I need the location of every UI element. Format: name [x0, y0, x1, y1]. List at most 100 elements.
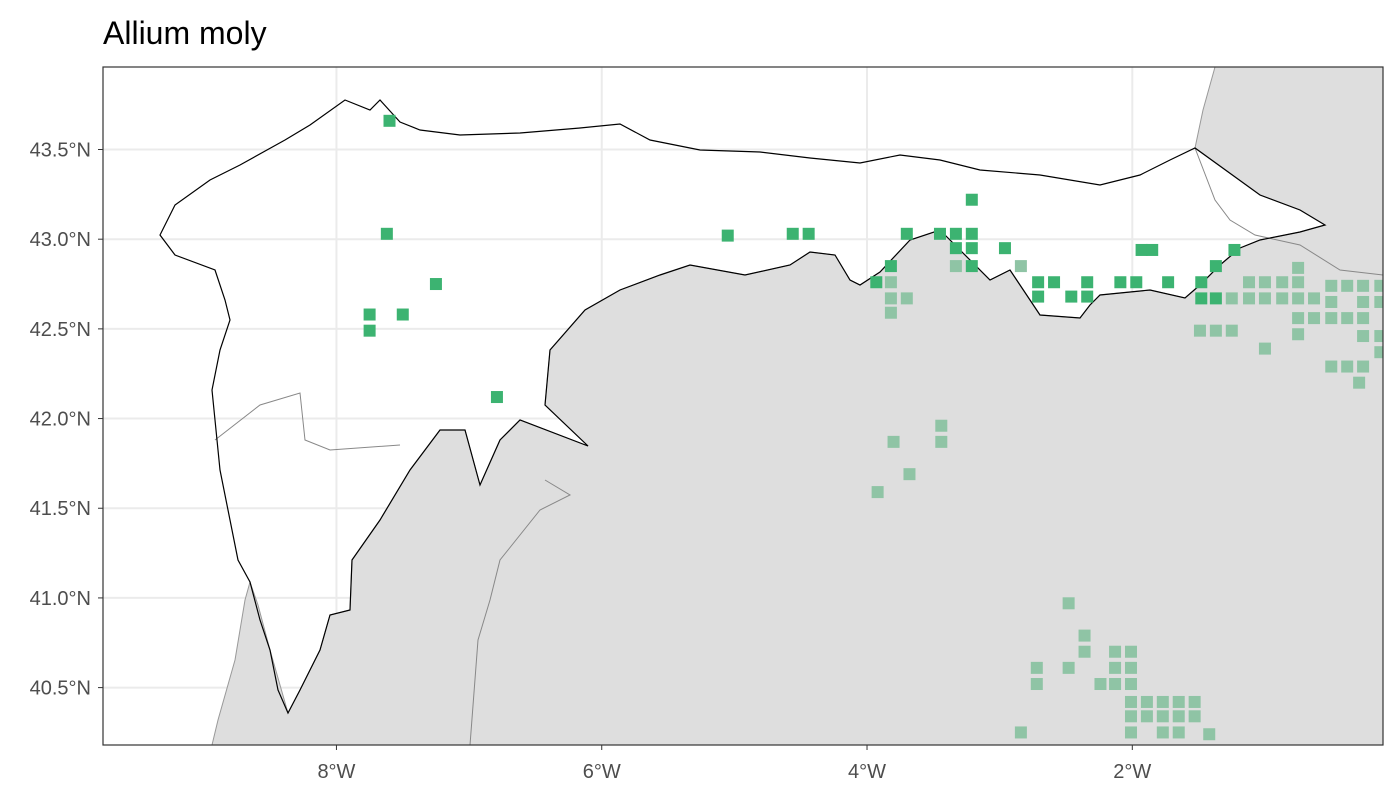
occurrence-point: [802, 227, 815, 240]
occurrence-point: [1109, 645, 1122, 658]
occurrence-point: [1308, 292, 1321, 305]
occurrence-point: [1193, 324, 1206, 337]
occurrence-point: [1357, 279, 1370, 292]
occurrence-point: [884, 306, 897, 319]
occurrence-point: [884, 292, 897, 305]
occurrence-point: [884, 260, 897, 273]
occurrence-point: [1030, 678, 1043, 691]
occurrence-point: [1188, 710, 1201, 723]
occurrence-point: [1172, 710, 1185, 723]
chart-title: Allium moly: [103, 15, 267, 51]
occurrence-point: [1357, 312, 1370, 325]
occurrence-point: [1243, 276, 1256, 289]
occurrence-point: [1325, 312, 1338, 325]
occurrence-point: [1276, 292, 1289, 305]
occurrence-point: [1140, 695, 1153, 708]
occurrence-point: [1325, 295, 1338, 308]
occurrence-point: [1094, 678, 1107, 691]
occurrence-point: [1225, 292, 1238, 305]
occurrence-point: [1203, 728, 1216, 741]
occurrence-point: [1078, 645, 1091, 658]
occurrence-point: [1195, 276, 1208, 289]
occurrence-point: [1109, 678, 1122, 691]
points: [363, 114, 1383, 741]
occurrence-point: [1162, 276, 1175, 289]
y-tick-label: 43.5°N: [30, 140, 91, 162]
occurrence-point: [965, 227, 978, 240]
occurrence-point: [935, 435, 948, 448]
occurrence-point: [1209, 324, 1222, 337]
occurrence-point: [1078, 629, 1091, 642]
y-tick-label: 41.0°N: [30, 588, 91, 610]
occurrence-point: [1172, 695, 1185, 708]
occurrence-point: [1357, 330, 1370, 343]
occurrence-point: [949, 242, 962, 255]
occurrence-point: [871, 486, 884, 499]
occurrence-point: [1062, 661, 1075, 674]
occurrence-point: [1065, 290, 1078, 303]
basemap: [159, 67, 1383, 745]
occurrence-point: [1374, 295, 1383, 308]
occurrence-point: [1195, 292, 1208, 305]
y-tick-label: 42.0°N: [30, 409, 91, 431]
occurrence-point: [965, 193, 978, 206]
occurrence-point: [1374, 330, 1383, 343]
occurrence-point: [1357, 295, 1370, 308]
x-tick-label: 2°W: [1113, 761, 1151, 783]
occurrence-point: [903, 468, 916, 481]
occurrence-point: [1308, 312, 1321, 325]
occurrence-point: [396, 308, 409, 321]
occurrence-point: [1032, 290, 1045, 303]
province-boundary: [214, 147, 1383, 745]
occurrence-point: [965, 260, 978, 273]
occurrence-point: [1109, 661, 1122, 674]
occurrence-point: [1062, 597, 1075, 610]
x-tick-label: 8°W: [317, 761, 355, 783]
occurrence-point: [786, 227, 799, 240]
occurrence-point: [1188, 695, 1201, 708]
occurrence-point: [1146, 243, 1159, 256]
occurrence-point: [884, 276, 897, 289]
panel-border: [102, 66, 1384, 746]
occurrence-point: [1081, 290, 1094, 303]
occurrence-point: [1209, 260, 1222, 273]
occurrence-point: [1156, 695, 1169, 708]
occurrence-point: [1228, 243, 1241, 256]
occurrence-point: [1258, 342, 1271, 355]
occurrence-point: [1341, 279, 1354, 292]
occurrence-point: [1135, 243, 1148, 256]
occurrence-point: [1140, 710, 1153, 723]
occurrence-point: [935, 419, 948, 432]
occurrence-point: [1325, 360, 1338, 373]
occurrence-point: [363, 308, 376, 321]
x-tick-label: 6°W: [583, 761, 621, 783]
occurrence-point: [1341, 360, 1354, 373]
occurrence-point: [933, 227, 946, 240]
occurrence-point: [383, 114, 396, 127]
occurrence-point: [1032, 276, 1045, 289]
occurrence-point: [1124, 645, 1137, 658]
occurrence-point: [721, 229, 734, 242]
occurrence-point: [1243, 292, 1256, 305]
x-tick-label: 4°W: [848, 761, 886, 783]
occurrence-point: [965, 242, 978, 255]
occurrence-point: [1081, 276, 1094, 289]
occurrence-point: [1258, 292, 1271, 305]
y-tick-label: 43.0°N: [30, 229, 91, 251]
occurrence-point: [1156, 726, 1169, 739]
y-tick-label: 40.5°N: [30, 678, 91, 700]
occurrence-point: [1030, 661, 1043, 674]
axes: 8°W 6°W 4°W 2°W 40.5°N 41.0°N 41.5°N 42.0°N 42.5…: [30, 140, 1152, 783]
occurrence-point: [1225, 324, 1238, 337]
occurrence-point: [1114, 276, 1127, 289]
occurrence-point: [1292, 261, 1305, 274]
occurrence-point: [1258, 276, 1271, 289]
occurrence-point: [429, 278, 442, 291]
y-tick-label: 42.5°N: [30, 319, 91, 341]
occurrence-point: [998, 242, 1011, 255]
occurrence-point: [1209, 292, 1222, 305]
occurrence-point: [1292, 312, 1305, 325]
occurrence-point: [1014, 260, 1027, 273]
